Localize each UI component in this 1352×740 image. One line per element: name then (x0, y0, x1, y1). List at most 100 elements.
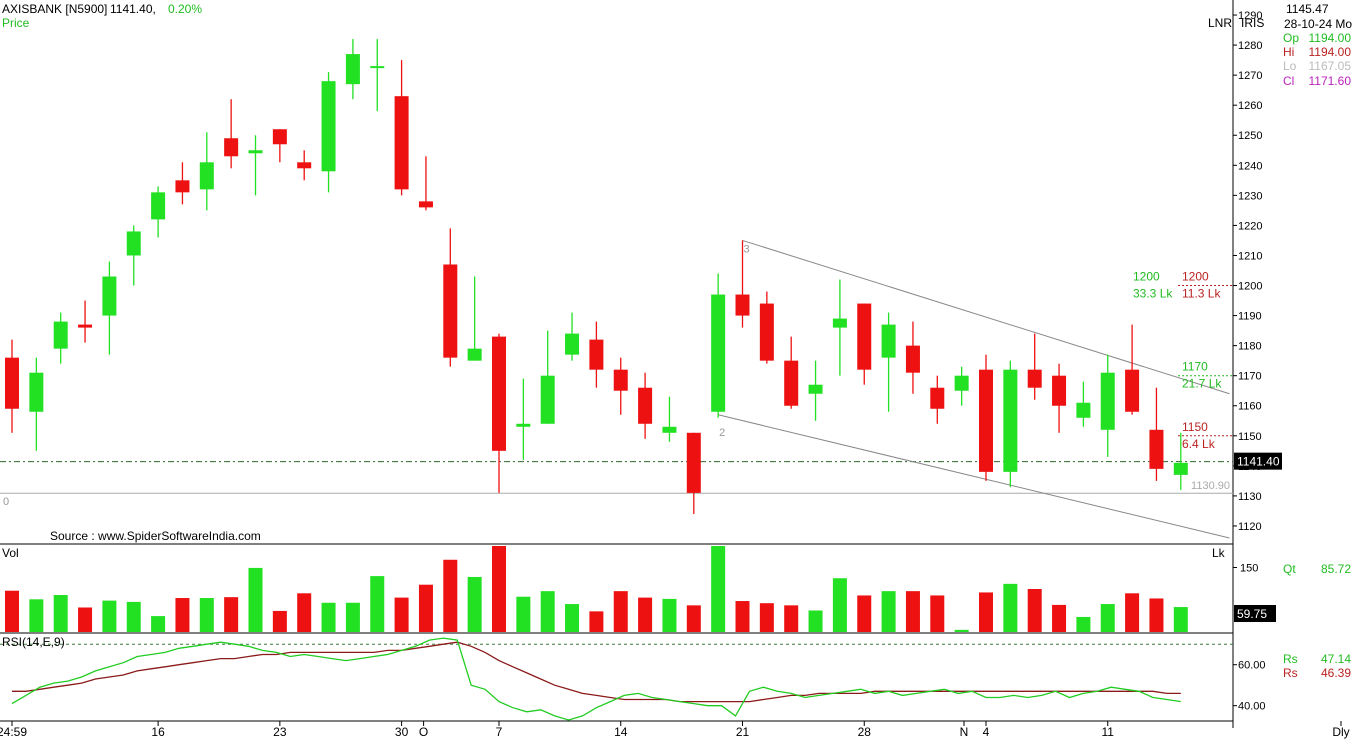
x-tick-label: 23 (273, 725, 287, 739)
candle-body (53, 321, 68, 349)
volume-bar (1149, 598, 1164, 632)
volume-bar (199, 598, 214, 632)
support-value: 1130.90 (1191, 480, 1230, 492)
candle-body (1125, 369, 1140, 412)
price-tick-label: 1280 (1238, 40, 1262, 52)
volume-bar (857, 595, 872, 632)
volume-bar (418, 584, 433, 632)
candle-body (1003, 369, 1018, 472)
volume-bar (248, 567, 263, 632)
volume-bar (467, 576, 482, 632)
price-tick-label: 1290 (1238, 10, 1262, 22)
level-red-price: 1150 (1182, 420, 1208, 434)
close-value: 1171.60 (1309, 74, 1352, 88)
price-tick-label: 1160 (1238, 401, 1262, 413)
symbol-title: AXISBANK [N5900] (2, 2, 107, 16)
price-panel: 1130.90 3 2 1200 33.3 Lk 1200 11.3 Lk 1170 21.7 … (0, 39, 1233, 539)
price-tick-label: 1220 (1238, 220, 1262, 232)
volume-bar (492, 546, 506, 632)
rsi-average-line (12, 641, 1181, 703)
level-green-price: 1200 (1133, 270, 1160, 284)
candle-body (126, 231, 141, 256)
volume-bar (1125, 593, 1140, 632)
low-label: Lo (1283, 59, 1297, 73)
volume-tick-label: 150 (1240, 563, 1258, 575)
volume-bar (589, 611, 604, 632)
last-price: 1141.40, (110, 2, 156, 16)
x-tick-label: 28 (858, 725, 872, 739)
candle-body (321, 81, 336, 172)
rs-green-label: Rs (1283, 652, 1298, 666)
volume-bar (5, 590, 19, 632)
price-tick-label: 1230 (1238, 190, 1262, 202)
volume-bar (832, 578, 847, 632)
volume-bar (662, 598, 677, 632)
candle-body (1076, 402, 1091, 418)
candle-body (1149, 429, 1164, 469)
price-tick-label: 1200 (1238, 281, 1262, 293)
candle-body (905, 345, 920, 373)
volume-bar (151, 616, 166, 632)
rs-green-value: 47.14 (1321, 652, 1351, 666)
volume-bar (979, 592, 993, 632)
x-tick-label: 14 (614, 725, 628, 739)
candle-body (443, 264, 458, 358)
candle-body (370, 66, 385, 69)
volume-value-box (1234, 605, 1276, 622)
last-price-box (1234, 452, 1282, 470)
candle-body (418, 201, 433, 208)
rsi-title: RSI(14,E,9) (2, 635, 65, 649)
volume-bar (1027, 589, 1042, 632)
volume-bar (686, 605, 701, 632)
volume-bar (175, 598, 190, 632)
candle-body (516, 423, 531, 427)
candle-body (979, 369, 993, 472)
candle-body (759, 303, 774, 361)
price-tick-label: 1270 (1238, 70, 1262, 82)
candle-body (881, 324, 896, 358)
open-label: Op (1283, 31, 1299, 45)
volume-bar (1003, 583, 1018, 632)
candle-body (1052, 375, 1067, 406)
candle-body (1173, 462, 1188, 475)
volume-bar (516, 596, 531, 632)
open-value: 1194.00 (1309, 31, 1352, 45)
volume-bar (1076, 616, 1091, 632)
vol-title: Vol (2, 546, 19, 560)
candle-body (224, 138, 239, 157)
close-label: Cl (1283, 74, 1294, 88)
price-tick-label: 1170 (1238, 371, 1262, 383)
volume-bar (881, 591, 896, 632)
volume-bar (126, 601, 141, 632)
candle-body (1100, 372, 1115, 430)
cursor-price: 1145.47 (1286, 2, 1329, 16)
high-label: Hi (1283, 45, 1294, 59)
price-tick-label: 1130 (1238, 491, 1262, 503)
volume-bar (370, 576, 385, 632)
candle-body (808, 384, 823, 394)
candle-body (613, 369, 628, 391)
candle-body (930, 387, 945, 409)
volume-bar (297, 593, 312, 632)
level-red-volume: 11.3 Lk (1182, 287, 1221, 301)
candle-body (857, 303, 872, 370)
volume-bar (224, 597, 239, 632)
volume-bar (78, 607, 93, 632)
candle-body (832, 318, 847, 328)
vol-unit: Lk (1212, 546, 1226, 560)
candle-body (565, 333, 580, 355)
x-tick-label: 16 (151, 725, 165, 739)
price-tick-label: 1190 (1238, 311, 1262, 323)
level-red-volume: 6.4 Lk (1182, 437, 1216, 451)
x-tick-label: 4 (983, 725, 990, 739)
x-tick-label: 30 (395, 725, 409, 739)
volume-bar (394, 597, 409, 632)
candle-body (297, 162, 312, 169)
candle-body (784, 360, 799, 406)
level-red-price: 1200 (1182, 270, 1209, 284)
volume-bar (443, 559, 458, 632)
low-value: 1167.05 (1309, 59, 1352, 73)
candle-body (248, 150, 263, 154)
rsi-panel (0, 637, 1233, 721)
